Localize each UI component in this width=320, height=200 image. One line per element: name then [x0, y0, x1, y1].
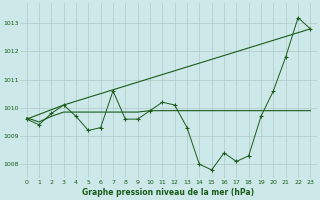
X-axis label: Graphe pression niveau de la mer (hPa): Graphe pression niveau de la mer (hPa): [83, 188, 255, 197]
